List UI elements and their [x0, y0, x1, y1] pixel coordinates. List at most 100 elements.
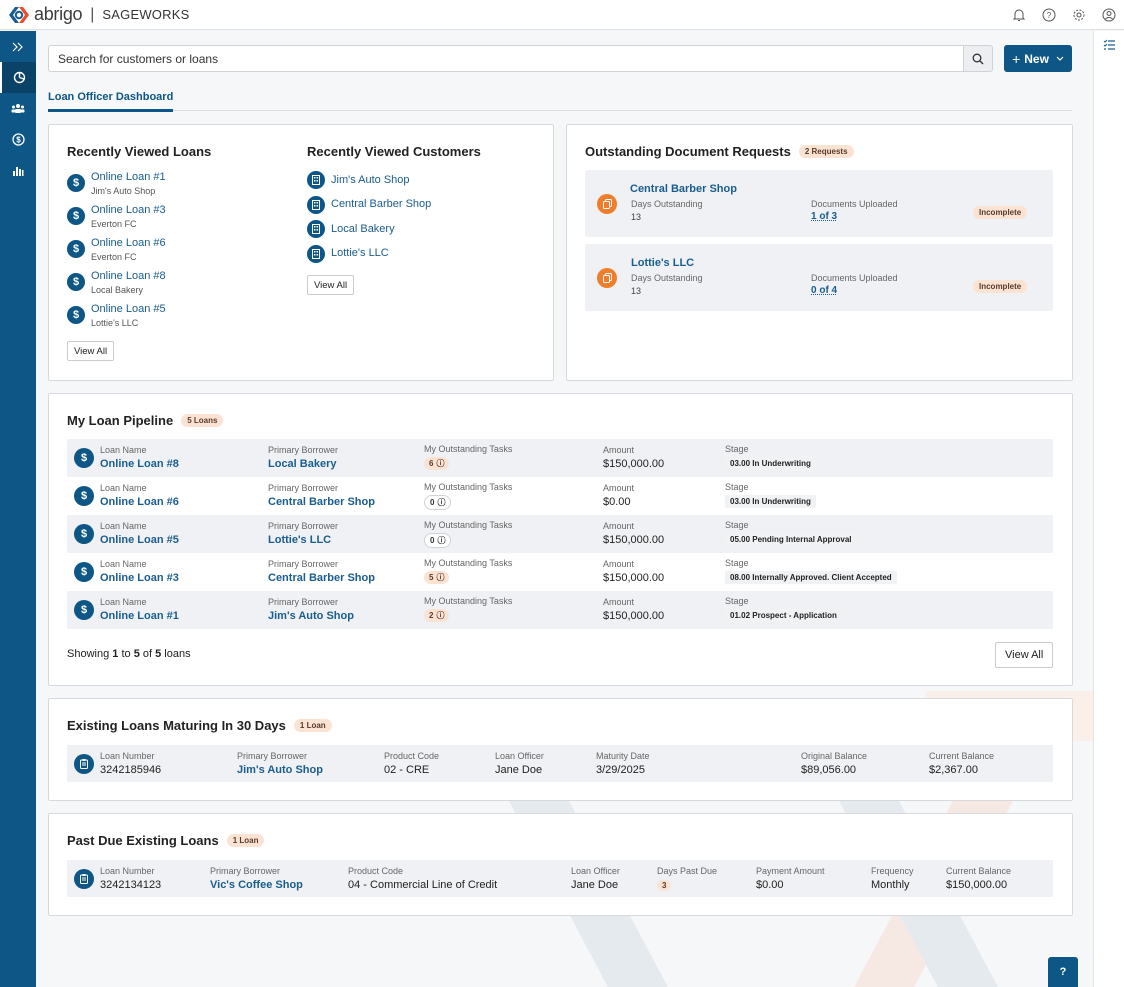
building-icon [307, 220, 325, 239]
info-icon: ⓘ [436, 611, 445, 620]
loan-name-label: Loan Name [100, 445, 147, 455]
borrower-label: Primary Borrower [268, 521, 339, 531]
borrower-link[interactable]: Lottie's LLC [268, 534, 332, 546]
right-rail [1093, 31, 1124, 987]
info-icon: ⓘ [436, 459, 445, 468]
list-item[interactable]: Local Bakery [307, 217, 431, 242]
maturity-date-label: Maturity Date [596, 751, 650, 761]
borrower-link[interactable]: Jim's Auto Shop [268, 610, 354, 622]
building-icon [307, 195, 325, 214]
customer-link[interactable]: Jim's Auto Shop [331, 173, 410, 186]
list-item[interactable]: $ Online Loan #5 Lottie's LLC [67, 303, 166, 336]
new-button[interactable]: + New [1004, 45, 1072, 72]
loan-name-link[interactable]: Online Loan #1 [100, 610, 179, 622]
pipeline-title: My Loan Pipeline 5 Loans [67, 413, 224, 428]
stage-badge: 03.00 In Underwriting [725, 457, 816, 470]
tab-loan-officer-dashboard[interactable]: Loan Officer Dashboard [48, 91, 174, 112]
loan-link[interactable]: Online Loan #3 [91, 204, 166, 216]
loan-link[interactable]: Online Loan #5 [91, 303, 166, 315]
loan-number-label: Loan Number [100, 751, 155, 761]
borrower-label: Primary Borrower [210, 866, 281, 876]
borrower-link[interactable]: Vic's Coffee Shop [210, 879, 303, 891]
tasks-badge[interactable]: 0 ⓘ [424, 495, 452, 510]
amount-value: $0.00 [603, 496, 631, 508]
loan-link[interactable]: Online Loan #1 [91, 171, 166, 183]
borrower-link[interactable]: Central Barber Shop [268, 572, 375, 584]
recent-customers-view-all-button[interactable]: View All [307, 275, 355, 295]
help-circle-icon[interactable]: ? [1034, 0, 1064, 30]
list-item[interactable]: Lottie's LLC [307, 242, 431, 267]
info-icon: ⓘ [437, 498, 446, 507]
summary-of-word: of [139, 648, 156, 660]
doc-customer-link[interactable]: Lottie's LLC [631, 257, 695, 269]
help-button[interactable]: ? [1048, 957, 1078, 987]
dollar-icon: $ [67, 240, 85, 258]
recent-customers-list: Jim's Auto Shop Central Barber Shop Loca… [307, 168, 431, 295]
tasks-badge[interactable]: 6 ⓘ [424, 457, 450, 470]
past-due-title-text: Past Due Existing Loans [67, 833, 219, 848]
tasks-badge[interactable]: 5 ⓘ [424, 571, 450, 584]
doc-customer-link[interactable]: Central Barber Shop [630, 183, 737, 195]
original-balance-label: Original Balance [801, 751, 868, 761]
info-icon: ⓘ [436, 573, 445, 582]
list-item[interactable]: Jim's Auto Shop [307, 168, 431, 193]
customer-link[interactable]: Central Barber Shop [331, 198, 432, 211]
past-due-count-badge: 1 Loan [226, 834, 265, 847]
customer-link[interactable]: Lottie's LLC [331, 247, 389, 260]
loan-name-label: Loan Name [100, 483, 147, 493]
chevron-down-icon [1056, 56, 1064, 61]
documents-uploaded-link[interactable]: 1 of 3 [811, 211, 838, 222]
task-list-icon[interactable] [1103, 39, 1116, 50]
sidebar-item-customers[interactable] [0, 93, 36, 124]
borrower-link[interactable]: Central Barber Shop [268, 496, 375, 508]
loan-name-link[interactable]: Online Loan #8 [100, 458, 179, 470]
list-item[interactable]: $ Online Loan #8 Local Bakery [67, 270, 166, 303]
tab-bar: Loan Officer Dashboard [48, 91, 1072, 112]
tasks-badge[interactable]: 2 ⓘ [424, 609, 450, 622]
tasks-count: 2 [429, 611, 434, 620]
loan-name-link[interactable]: Online Loan #6 [100, 496, 179, 508]
logo[interactable]: abrigo | SAGEWORKS [6, 4, 189, 25]
loan-link[interactable]: Online Loan #6 [91, 237, 166, 249]
loan-name-link[interactable]: Online Loan #3 [100, 572, 179, 584]
tasks-label: My Outstanding Tasks [424, 558, 513, 568]
tasks-badge[interactable]: 0 ⓘ [424, 533, 452, 548]
amount-value: $150,000.00 [603, 572, 665, 584]
amount-value: $150,000.00 [603, 610, 665, 622]
list-item[interactable]: Central Barber Shop [307, 193, 431, 218]
user-circle-icon[interactable] [1094, 0, 1124, 30]
sidebar-item-reports[interactable] [0, 155, 36, 186]
days-past-due-badge: 3 [657, 880, 672, 891]
amount-value: $150,000.00 [603, 534, 665, 546]
expand-sidebar-button[interactable] [0, 31, 36, 62]
borrower-link[interactable]: Jim's Auto Shop [237, 764, 323, 776]
customer-link[interactable]: Local Bakery [331, 222, 395, 235]
sidebar-item-loans[interactable]: $ [0, 124, 36, 155]
top-bar: abrigo | SAGEWORKS ? [0, 0, 1124, 30]
borrower-label: Primary Borrower [268, 445, 339, 455]
loan-customer: Everton FC [91, 252, 137, 262]
search-button[interactable] [963, 45, 993, 72]
past-due-loans-card: Past Due Existing Loans 1 Loan Loan Numb… [48, 813, 1073, 916]
list-item[interactable]: $ Online Loan #3 Everton FC [67, 204, 166, 237]
bell-icon[interactable] [1004, 0, 1034, 30]
loan-number-value: 3242185946 [100, 764, 162, 776]
plus-icon: + [1012, 50, 1021, 67]
loan-link[interactable]: Online Loan #8 [91, 270, 166, 282]
maturing-title: Existing Loans Maturing In 30 Days 1 Loa… [67, 718, 332, 733]
summary-suffix: loans [161, 648, 191, 660]
borrower-link[interactable]: Local Bakery [268, 458, 337, 470]
frequency-value: Monthly [871, 879, 910, 891]
dollar-icon: $ [74, 486, 94, 506]
list-item[interactable]: $ Online Loan #1 Jim's Auto Shop [67, 171, 166, 204]
list-item[interactable]: $ Online Loan #6 Everton FC [67, 237, 166, 270]
gear-icon[interactable] [1064, 0, 1094, 30]
documents-uploaded-link[interactable]: 0 of 4 [811, 285, 838, 296]
loan-number-value: 3242134123 [100, 879, 162, 891]
search-input[interactable] [48, 45, 963, 72]
loan-name-link[interactable]: Online Loan #5 [100, 534, 179, 546]
recent-loans-view-all-button[interactable]: View All [67, 341, 115, 361]
sidebar-item-dashboard[interactable] [0, 62, 36, 93]
pipeline-view-all-button[interactable]: View All [995, 642, 1054, 668]
doc-request-row: Lottie's LLC Days Outstanding 13 Document… [585, 244, 1053, 311]
